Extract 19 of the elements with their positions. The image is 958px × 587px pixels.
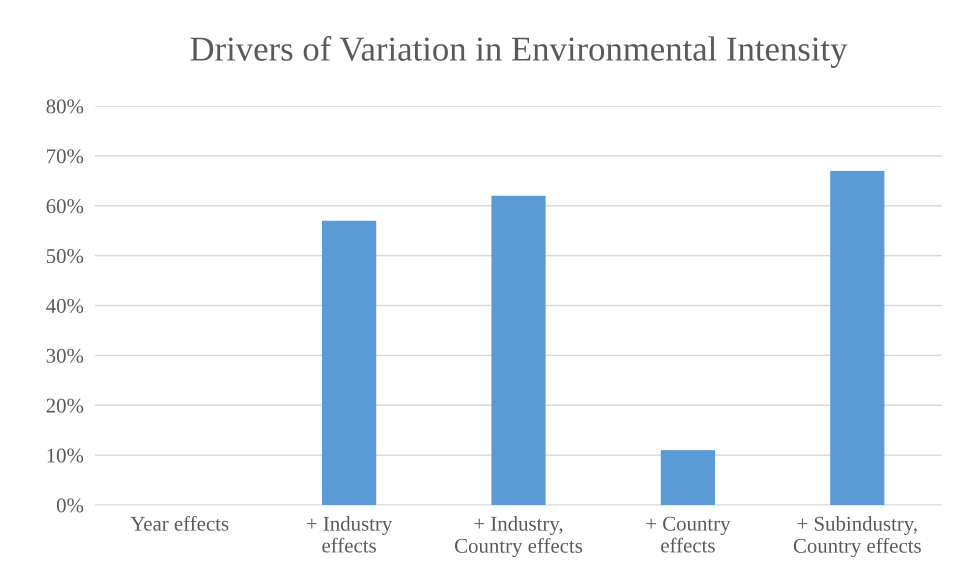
y-tick-label: 80% (46, 99, 84, 114)
chart-title: Drivers of Variation in Environmental Intensity (190, 36, 848, 68)
y-tick-label: 40% (46, 298, 84, 313)
bar (830, 170, 884, 505)
x-tick-label: Year effects (130, 516, 228, 531)
y-tick-label: 20% (46, 398, 84, 413)
y-tick-label: 50% (46, 249, 84, 264)
x-tick-label: + Subindustry, Country effects (794, 516, 921, 558)
bar (322, 220, 376, 505)
y-tick-label: 60% (46, 199, 84, 214)
x-tick-label: + Industry, Country effects (455, 516, 582, 558)
x-tick-label: + Industry effects (306, 516, 392, 553)
bar (660, 450, 716, 505)
y-tick-label: 0% (56, 498, 84, 512)
y-tick-label: 70% (47, 149, 84, 164)
x-tick-label: + Country effects (646, 516, 730, 553)
bar (491, 196, 546, 505)
y-tick-label: 30% (46, 348, 84, 363)
y-tick-label: 10% (48, 448, 84, 463)
